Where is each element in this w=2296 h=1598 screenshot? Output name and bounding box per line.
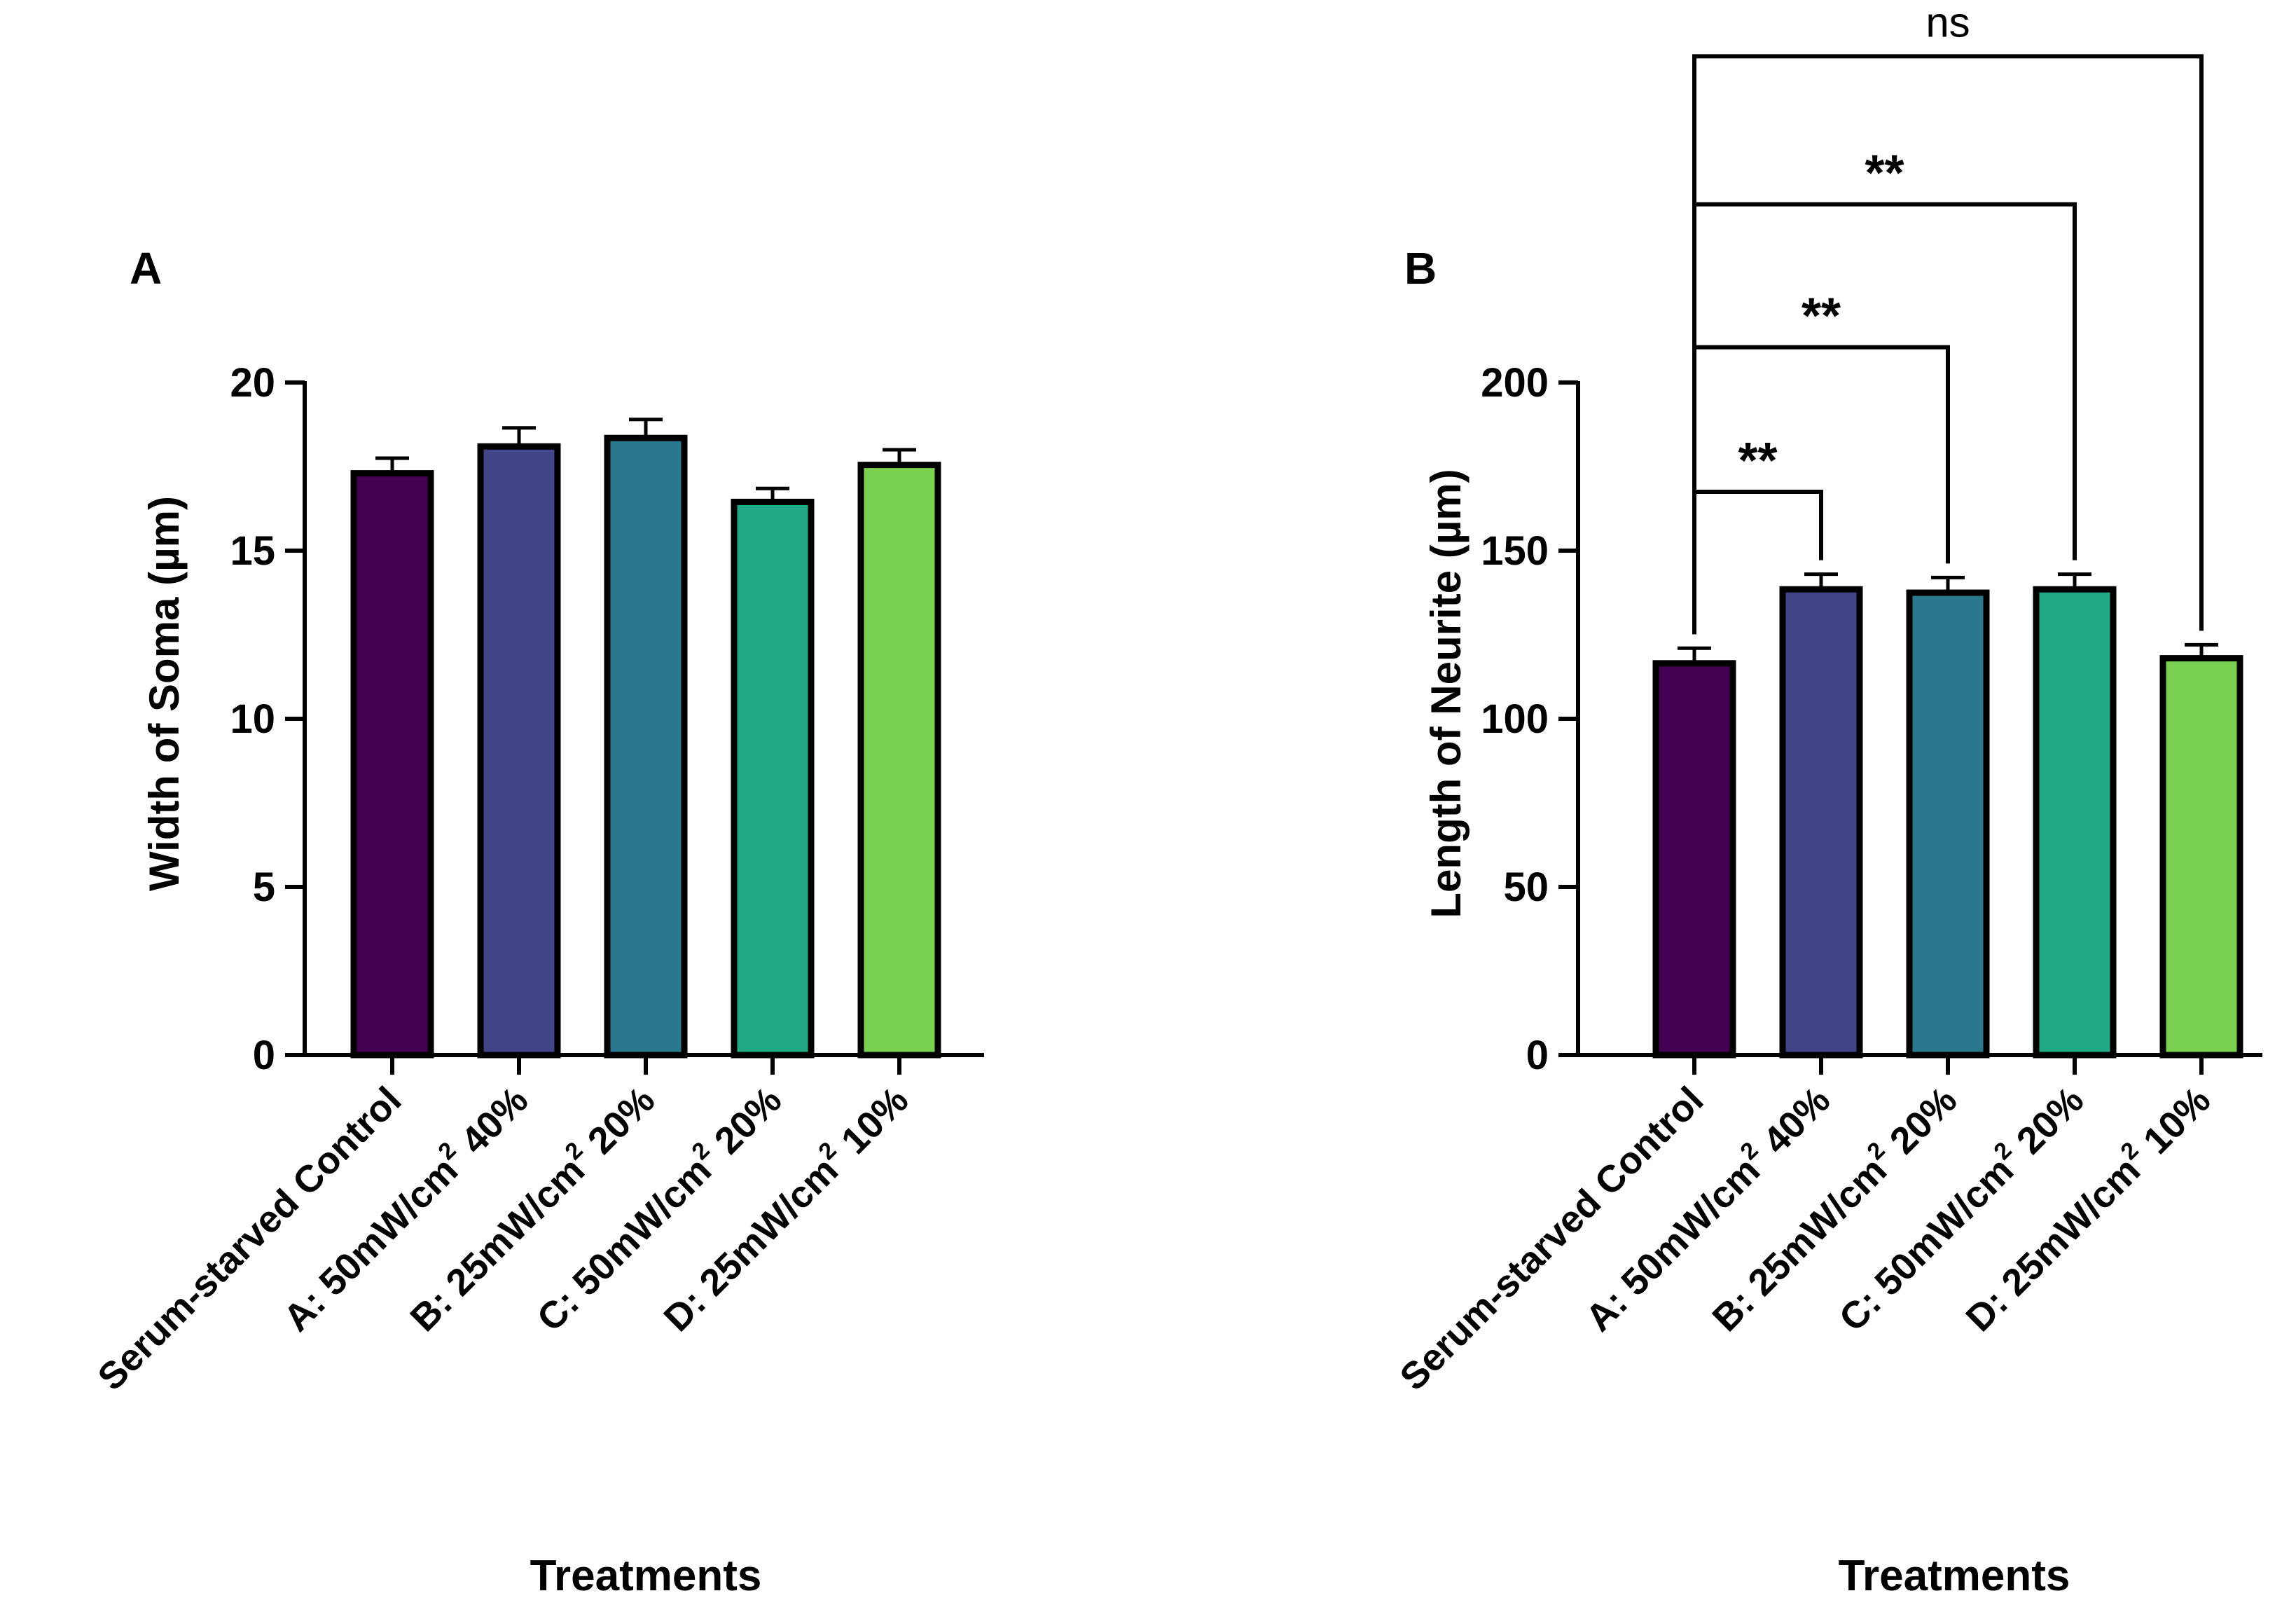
panel-a-bar (731, 498, 815, 1059)
panel-a-chart: A Width of Soma (µm) Treatments 0 5 10 15 20… (90, 243, 984, 1598)
panel-a-y-axis-label: Width of Soma (µm) (141, 496, 188, 891)
panel-b-y-tick-label: 50 (1503, 865, 1549, 910)
panel-b-category-label: A: 50mW/cm2 40% (1575, 1076, 1838, 1339)
panel-a-category-label: C: 50mW/cm2 20% (526, 1076, 789, 1339)
panel-b-significance-label: ** (1738, 433, 1777, 489)
panel-a-letter: A (130, 243, 162, 294)
panel-b-category-label: B: 25mW/cm2 20% (1701, 1076, 1965, 1339)
panel-a-category-label: B: 25mW/cm2 20% (399, 1076, 663, 1339)
panel-b-bar (1906, 589, 1990, 1059)
panel-b-bar (2033, 586, 2117, 1059)
panel-b-y-tick-label: 0 (1526, 1033, 1549, 1078)
panel-b-y-tick-label: 100 (1481, 696, 1549, 742)
panel-a-category-label: A: 50mW/cm2 40% (272, 1076, 536, 1339)
panel-a-bar (477, 443, 561, 1059)
panel-a-y-tick-label: 15 (230, 528, 275, 574)
panel-b-y-tick-label: 150 (1481, 528, 1549, 574)
panel-b-y-tick-label: 200 (1481, 360, 1549, 406)
panel-b-category-label: D: 25mW/cm2 10% (1955, 1076, 2218, 1339)
panel-b-significance-bracket (1692, 54, 2204, 635)
panel-b-category-label: C: 50mW/cm2 20% (1828, 1076, 2091, 1339)
panel-a-bar (350, 470, 434, 1059)
panel-a-y-tick-label: 5 (253, 865, 275, 910)
panel-b-x-axis-label: Treatments (1839, 1552, 2070, 1598)
panel-a-category-label: D: 25mW/cm2 10% (653, 1076, 916, 1339)
panel-b-significance-label: ** (1865, 146, 1904, 202)
panel-b-bar (1652, 660, 1736, 1059)
panel-a-bar (857, 462, 941, 1059)
panel-b-chart: B Length of Neurite (µm) Treatments 0 50 1… (1392, 0, 2262, 1598)
panel-b-y-axis-label: Length of Neurite (µm) (1423, 469, 1469, 918)
panel-b-significance-bracket (1692, 202, 2077, 635)
panel-a-bar (604, 434, 688, 1059)
panel-a-y-tick-label: 0 (253, 1033, 275, 1078)
panel-a-x-axis-label: Treatments (530, 1552, 762, 1598)
panel-a-y-tick-label: 20 (230, 360, 275, 406)
panel-a-y-tick-label: 10 (230, 696, 275, 742)
panel-b-significance-label: ns (1925, 0, 1970, 46)
panel-b-bar (1779, 586, 1863, 1059)
panel-b-letter: B (1404, 243, 1437, 294)
panel-b-bar (2159, 655, 2243, 1059)
panel-b-significance-label: ** (1801, 289, 1841, 345)
